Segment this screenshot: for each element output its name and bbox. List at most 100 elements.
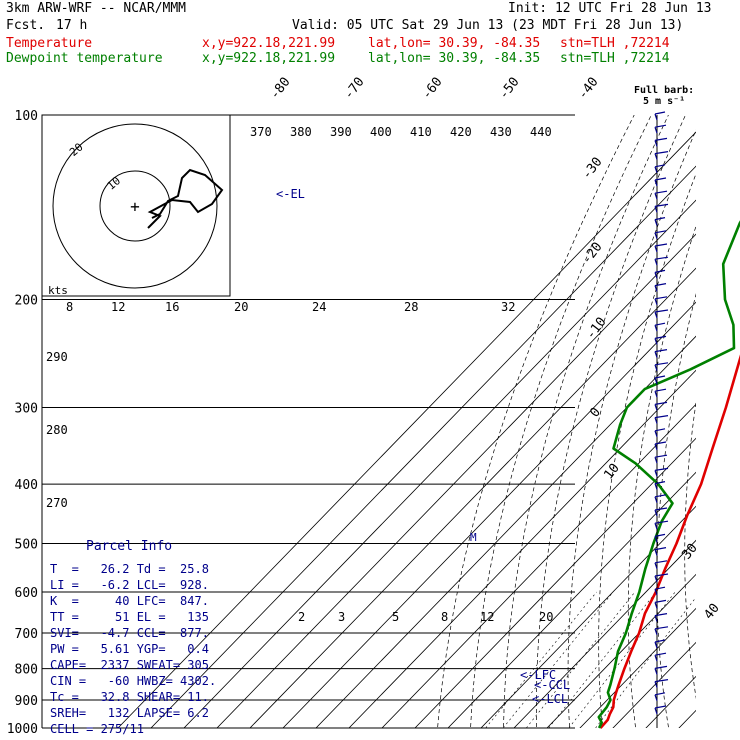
wind-barb <box>654 296 668 305</box>
lfc-marker: <-LFC <box>520 668 556 682</box>
parcel-row: CAPE= 2337 SWEAT= 305 <box>50 658 209 672</box>
wind-barb <box>654 243 668 253</box>
isotherm-label: 30 <box>679 541 700 563</box>
theta-label: 420 <box>450 125 472 139</box>
wind-barb <box>654 309 669 319</box>
hodograph-units: kts <box>48 284 68 297</box>
dewpoint-xy: x,y=922.18,221.99 <box>202 51 336 66</box>
pressure-tick-label: 400 <box>15 478 38 493</box>
m-marker: M <box>470 531 477 544</box>
pressure-tick-label: 300 <box>15 401 38 416</box>
parcel-info-title: Parcel Info <box>86 539 173 554</box>
wind-barbs <box>654 111 669 728</box>
mixing-ratio-line <box>548 591 657 728</box>
isotherm-line <box>183 199 696 728</box>
wind-barb <box>654 335 667 345</box>
isotherm-line <box>216 233 696 728</box>
isotherm-line <box>348 369 696 728</box>
pressure-tick-label: 1000 <box>7 722 38 737</box>
isotherm-line <box>381 403 696 728</box>
wind-barb <box>654 415 669 424</box>
hodo-speed-label: 8 <box>66 300 73 314</box>
ccl-marker: <-CCL <box>534 678 570 692</box>
parcel-row: CELL = 275/11 <box>50 722 144 736</box>
temperature-legend: Temperature <box>6 36 93 51</box>
pressure-tick-label: 700 <box>15 627 38 642</box>
wind-barb <box>654 613 668 622</box>
hodograph-ring-10 <box>99 170 171 242</box>
wind-barb <box>654 428 666 437</box>
model-title: 3km ARW-WRF -- NCAR/MMM <box>6 1 187 16</box>
barb-legend-line1: Full barb: <box>634 85 695 96</box>
forecast-hour: 17 h <box>56 18 88 33</box>
mixing-ratio-label: 5 <box>392 610 399 624</box>
parcel-row: K = 40 LFC= 847. <box>50 594 209 608</box>
theta-label: 380 <box>290 125 312 139</box>
wind-barb <box>654 586 666 596</box>
theta-label: 400 <box>370 125 392 139</box>
pressure-tick-label: 800 <box>15 663 38 678</box>
wind-barb <box>654 481 666 490</box>
mixing-ratio-label: 8 <box>441 610 448 624</box>
wind-barb <box>654 441 667 451</box>
isotherm-label: -10 <box>583 315 609 343</box>
wind-barb <box>654 401 668 411</box>
isotherm-label: -70 <box>341 75 367 103</box>
parcel-row: SREH= 132 LAPSE= 6.2 <box>50 706 209 720</box>
lcl-marker: <-LCL <box>532 692 568 706</box>
mixing-ratio-label: 20 <box>539 610 553 624</box>
dry-adiabat-line <box>598 172 696 728</box>
isotherm-label: -30 <box>579 155 605 183</box>
wind-barb <box>654 626 669 635</box>
wind-barb <box>654 705 667 715</box>
hodo-speed-label: 28 <box>404 300 418 314</box>
hodo-speed-label: 12 <box>111 300 125 314</box>
dewpoint-legend: Dewpoint temperature <box>6 51 163 66</box>
parcel-row: T = 26.2 Td = 25.8 <box>50 562 209 576</box>
theta-label: 430 <box>490 125 512 139</box>
wind-barb <box>654 388 667 398</box>
parcel-row: SVI= -4.7 CCL= 877. <box>50 626 209 640</box>
hodograph-ring-20 <box>52 123 218 289</box>
wind-barb <box>654 230 667 239</box>
dry-adiabat-line <box>470 115 652 728</box>
hodo-speed-label: 16 <box>165 300 179 314</box>
temperature-xy: x,y=922.18,221.99 <box>202 36 336 51</box>
theta-label: 390 <box>330 125 352 139</box>
wind-barb <box>654 164 666 173</box>
dry-adiabat-line <box>503 115 669 728</box>
hodograph-center: + <box>130 197 140 216</box>
mixing-ratio-label: 2 <box>298 610 305 624</box>
dry-adiabat-line <box>437 115 635 728</box>
theta-left-label: 280 <box>46 423 68 437</box>
hodo-speed-label: 32 <box>501 300 515 314</box>
mixing-ratio-label: 12 <box>480 610 494 624</box>
wind-barb <box>654 560 668 569</box>
wind-barb <box>654 124 667 134</box>
parcel-row: Tc = 32.8 SHEAR= 11. <box>50 690 209 704</box>
isobar-lines <box>41 114 575 729</box>
mixing-ratio-label: 3 <box>338 610 345 624</box>
wind-barb <box>654 599 667 609</box>
parcel-row: LI = -6.2 LCL= 928. <box>50 578 209 592</box>
dry-adiabat-line <box>567 129 696 728</box>
parcel-row: TT = 51 EL = 135 <box>50 610 209 624</box>
isotherm-line <box>579 607 696 728</box>
init-time: Init: 12 UTC Fri 28 Jun 13 <box>508 1 712 16</box>
wind-barb <box>654 190 668 200</box>
wind-barb <box>654 665 668 675</box>
isotherm-line <box>546 573 696 728</box>
wind-barb <box>654 137 668 147</box>
barb-legend-line2: 5 m s⁻¹ <box>643 96 686 107</box>
pressure-tick-label: 600 <box>15 586 38 601</box>
wind-barb <box>654 177 667 187</box>
wind-barb <box>654 269 666 279</box>
wind-barb <box>654 494 667 503</box>
wind-barb <box>654 375 666 385</box>
isotherm-label: -50 <box>496 75 522 103</box>
isotherm-line <box>513 539 696 728</box>
mixing-ratio-line <box>502 591 614 728</box>
wind-barb <box>654 362 669 371</box>
isotherm-line <box>414 437 696 728</box>
theta-label: 440 <box>530 125 552 139</box>
